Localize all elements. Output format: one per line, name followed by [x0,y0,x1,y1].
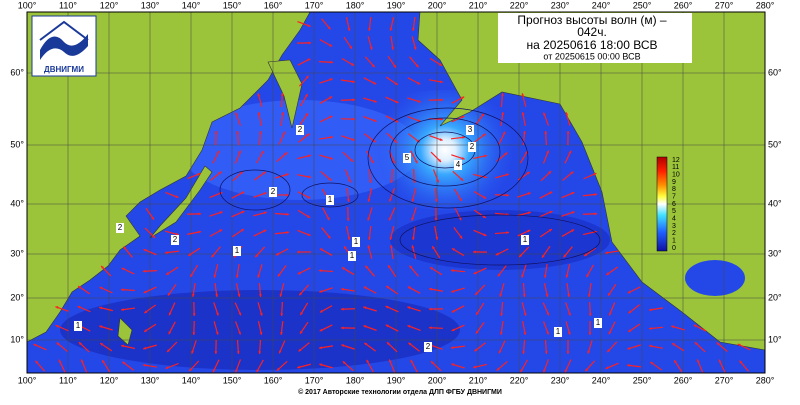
calm-area [390,210,610,270]
longitude-label: 280° [756,0,775,10]
colorbar-label: 1 [672,238,676,245]
longitude-label: 260° [674,375,693,385]
colorbar-label: 7 [672,194,676,201]
longitude-label: 170° [305,0,324,10]
colorbar-label: 11 [672,164,679,171]
longitude-label: 190° [387,0,406,10]
contour-label: 3 [468,125,473,134]
contour-label: 1 [596,318,601,327]
contour-label: 2 [426,342,431,351]
colorbar-label: 12 [672,157,680,164]
colorbar-label: 9 [672,179,676,186]
longitude-label: 100° [18,375,37,385]
longitude-label: 230° [551,0,570,10]
contour-label: 2 [118,223,123,232]
contour-label: 1 [76,321,81,330]
contour-label: 4 [456,160,461,169]
longitude-label: 180° [346,375,365,385]
latitude-label: 20° [10,292,24,302]
contour-label: 2 [271,187,276,196]
longitude-label: 270° [715,0,734,10]
contour-label: 1 [354,237,359,246]
longitude-label: 140° [182,375,201,385]
longitude-label: 230° [551,375,570,385]
colorbar-label: 4 [672,216,676,223]
longitude-label: 240° [592,375,611,385]
longitude-label: 180° [346,0,365,10]
colorbar-label: 0 [672,245,676,252]
title: на 20250616 18:00 ВСВ [527,38,658,52]
longitude-label: 190° [387,375,406,385]
longitude-label: 120° [100,375,119,385]
latitude-label: 30° [768,248,782,258]
contour-label: 1 [328,195,333,204]
longitude-label: 250° [633,0,652,10]
longitude-label: 200° [428,0,447,10]
logo-text: ДВНИГМИ [44,65,84,74]
gulf-of-mexico [685,260,745,296]
longitude-label: 240° [592,0,611,10]
latitude-label: 60° [768,67,782,77]
contour-label: 5 [405,153,410,162]
subtitle: от 20250615 00:00 ВСВ [543,51,640,61]
longitude-label: 220° [510,0,529,10]
longitude-label: 140° [182,0,201,10]
latitude-label: 50° [10,139,24,149]
longitude-label: 210° [469,375,488,385]
latitude-label: 30° [10,248,24,258]
longitude-label: 100° [18,0,37,10]
colorbar-label: 3 [672,223,676,230]
contour-label: 1 [556,327,561,336]
longitude-label: 110° [59,375,77,385]
longitude-label: 170° [305,375,324,385]
longitude-label: 160° [264,0,283,10]
latitude-label: 10° [768,334,782,344]
latitude-label: 20° [768,292,782,302]
colorbar-label: 8 [672,186,676,193]
longitude-label: 210° [469,0,488,10]
contour-label: 2 [173,235,178,244]
colorbar-label: 10 [672,172,680,179]
latitude-label: 50° [768,139,782,149]
longitude-label: 250° [633,375,652,385]
longitude-label: 200° [428,375,447,385]
latitude-label: 40° [768,198,782,208]
longitude-label: 120° [100,0,119,10]
contour-label: 1 [235,246,240,255]
latitude-label: 60° [10,67,24,77]
latitude-label: 40° [10,198,24,208]
contour-label: 1 [350,251,355,260]
latitude-label: 10° [10,334,24,344]
title: 042ч. [577,25,607,39]
longitude-label: 270° [715,375,734,385]
colorbar [657,157,667,251]
footer: © 2017 Авторские технологии отдела ДЛП Ф… [298,388,502,396]
longitude-label: 280° [756,375,775,385]
longitude-label: 150° [223,375,242,385]
colorbar-label: 6 [672,201,676,208]
colorbar-label: 5 [672,208,676,215]
longitude-label: 130° [141,375,160,385]
longitude-label: 220° [510,375,529,385]
contour-label: 2 [298,125,303,134]
colorbar-label: 2 [672,230,676,237]
longitude-label: 110° [59,0,77,10]
longitude-label: 130° [141,0,160,10]
longitude-label: 260° [674,0,693,10]
contour-label: 2 [470,142,475,151]
longitude-label: 160° [264,375,283,385]
contour-label: 1 [523,235,528,244]
longitude-label: 150° [223,0,242,10]
